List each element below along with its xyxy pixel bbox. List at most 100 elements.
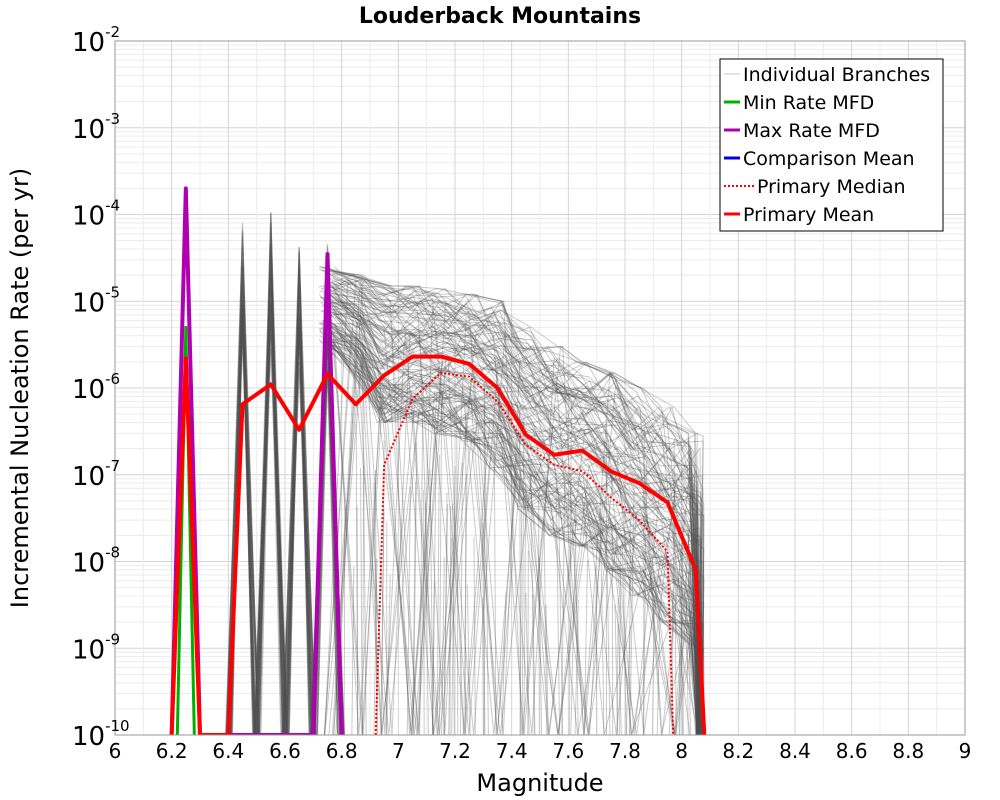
legend-label: Comparison Mean	[743, 148, 915, 170]
branch-drop-line	[574, 599, 579, 735]
branch-line	[324, 321, 701, 735]
branch-drop-line	[473, 536, 476, 735]
branch-drop-line	[651, 613, 655, 735]
branch-line	[333, 281, 704, 735]
branch-drop-line	[616, 597, 619, 735]
branch-drop-line	[466, 584, 471, 735]
branch-drop-line	[343, 506, 346, 735]
branch-spike-line	[255, 296, 287, 735]
y-tick-label: 10-10	[72, 717, 130, 752]
legend-label: Primary Median	[757, 176, 906, 198]
branch-line	[322, 320, 701, 735]
branch-line	[327, 274, 703, 735]
branch-drop-line	[618, 623, 622, 735]
branch-line	[334, 288, 703, 735]
branch-spike-line	[253, 222, 288, 735]
branch-spike-line	[253, 321, 289, 735]
branch-drop-line	[668, 588, 674, 735]
branch-line	[328, 346, 704, 735]
branch-line	[332, 289, 704, 735]
branch-drop-line	[532, 594, 536, 735]
branch-line	[321, 266, 700, 735]
branch-drop-line	[561, 486, 566, 735]
branch-drop-line	[380, 510, 385, 735]
branch-line	[327, 300, 702, 735]
branch-line	[324, 341, 698, 735]
branch-line	[323, 285, 702, 735]
branch-drop-line	[538, 557, 543, 735]
branch-spike-line	[316, 347, 339, 735]
branch-line	[329, 286, 700, 735]
x-axis-label: Magnitude	[476, 769, 603, 797]
legend-label: Individual Branches	[743, 64, 930, 86]
branch-spike-line	[287, 328, 311, 735]
branch-spike-line	[256, 322, 285, 735]
branch-line	[332, 276, 697, 735]
branch-line	[332, 273, 700, 735]
branch-spike-line	[225, 231, 260, 735]
branch-line	[325, 270, 701, 735]
branch-line	[322, 301, 704, 735]
branch-line	[320, 307, 705, 735]
branch-drop-line	[680, 609, 684, 735]
branch-drop-line	[619, 546, 621, 735]
branch-line	[330, 331, 703, 735]
branch-drop-line	[452, 503, 455, 735]
x-tick-label: 9	[959, 739, 972, 763]
y-tick-label: 10-4	[72, 197, 120, 232]
y-tick-exponent: -4	[105, 197, 120, 215]
y-axis-label: Incremental Nucleation Rate (per yr)	[6, 168, 34, 608]
branch-line	[328, 341, 700, 735]
y-tick-base: 10	[72, 288, 105, 318]
branch-drop-line	[443, 492, 448, 735]
x-tick-label: 8.4	[779, 739, 811, 763]
x-tick-label: 7.4	[496, 739, 528, 763]
branch-spike-line	[254, 273, 288, 735]
branch-line	[318, 322, 700, 735]
branch-spike-line	[226, 236, 259, 735]
y-tick-base: 10	[72, 202, 105, 232]
plot-frame	[114, 40, 966, 736]
branch-line	[324, 314, 704, 735]
branch-line	[332, 338, 700, 735]
branch-line	[329, 342, 704, 735]
branch-line	[325, 311, 704, 735]
branch-drop-line	[679, 514, 684, 735]
branch-spike-line	[287, 312, 312, 735]
y-tick-base: 10	[72, 549, 105, 579]
branch-spike-line	[259, 245, 283, 735]
branch-spike-line	[285, 283, 313, 735]
branch-spike-line	[253, 278, 289, 735]
branch-line	[330, 301, 701, 735]
branch-drop-line	[543, 520, 548, 735]
branch-drop-line	[621, 533, 627, 735]
branch-line	[326, 268, 705, 735]
branch-drop-line	[451, 466, 456, 735]
branch-drop-line	[525, 592, 530, 735]
y-tick-exponent: -2	[105, 23, 120, 41]
branch-line	[330, 294, 700, 735]
branch-line	[329, 302, 700, 735]
branch-spike-line	[283, 340, 315, 735]
branch-drop-line	[643, 461, 647, 735]
branch-spike-line	[287, 250, 311, 735]
branch-spike-line	[282, 246, 316, 735]
y-tick-label: 10-7	[72, 457, 120, 492]
y-tick-exponent: -10	[105, 717, 130, 735]
x-tick-label: 8.2	[722, 739, 754, 763]
branch-line	[322, 279, 704, 735]
branch-line	[323, 320, 701, 735]
branch-line	[319, 266, 701, 735]
branch-line	[320, 296, 699, 735]
y-tick-exponent: -3	[105, 110, 120, 128]
branch-spike-line	[286, 264, 312, 735]
branch-line	[321, 337, 705, 735]
branch-spike-line	[257, 267, 285, 735]
branch-line	[324, 324, 702, 735]
branch-drop-line	[436, 454, 440, 735]
branch-spike-line	[283, 368, 315, 735]
branch-line	[321, 297, 702, 735]
branch-line	[322, 269, 703, 735]
branch-line	[318, 268, 701, 735]
